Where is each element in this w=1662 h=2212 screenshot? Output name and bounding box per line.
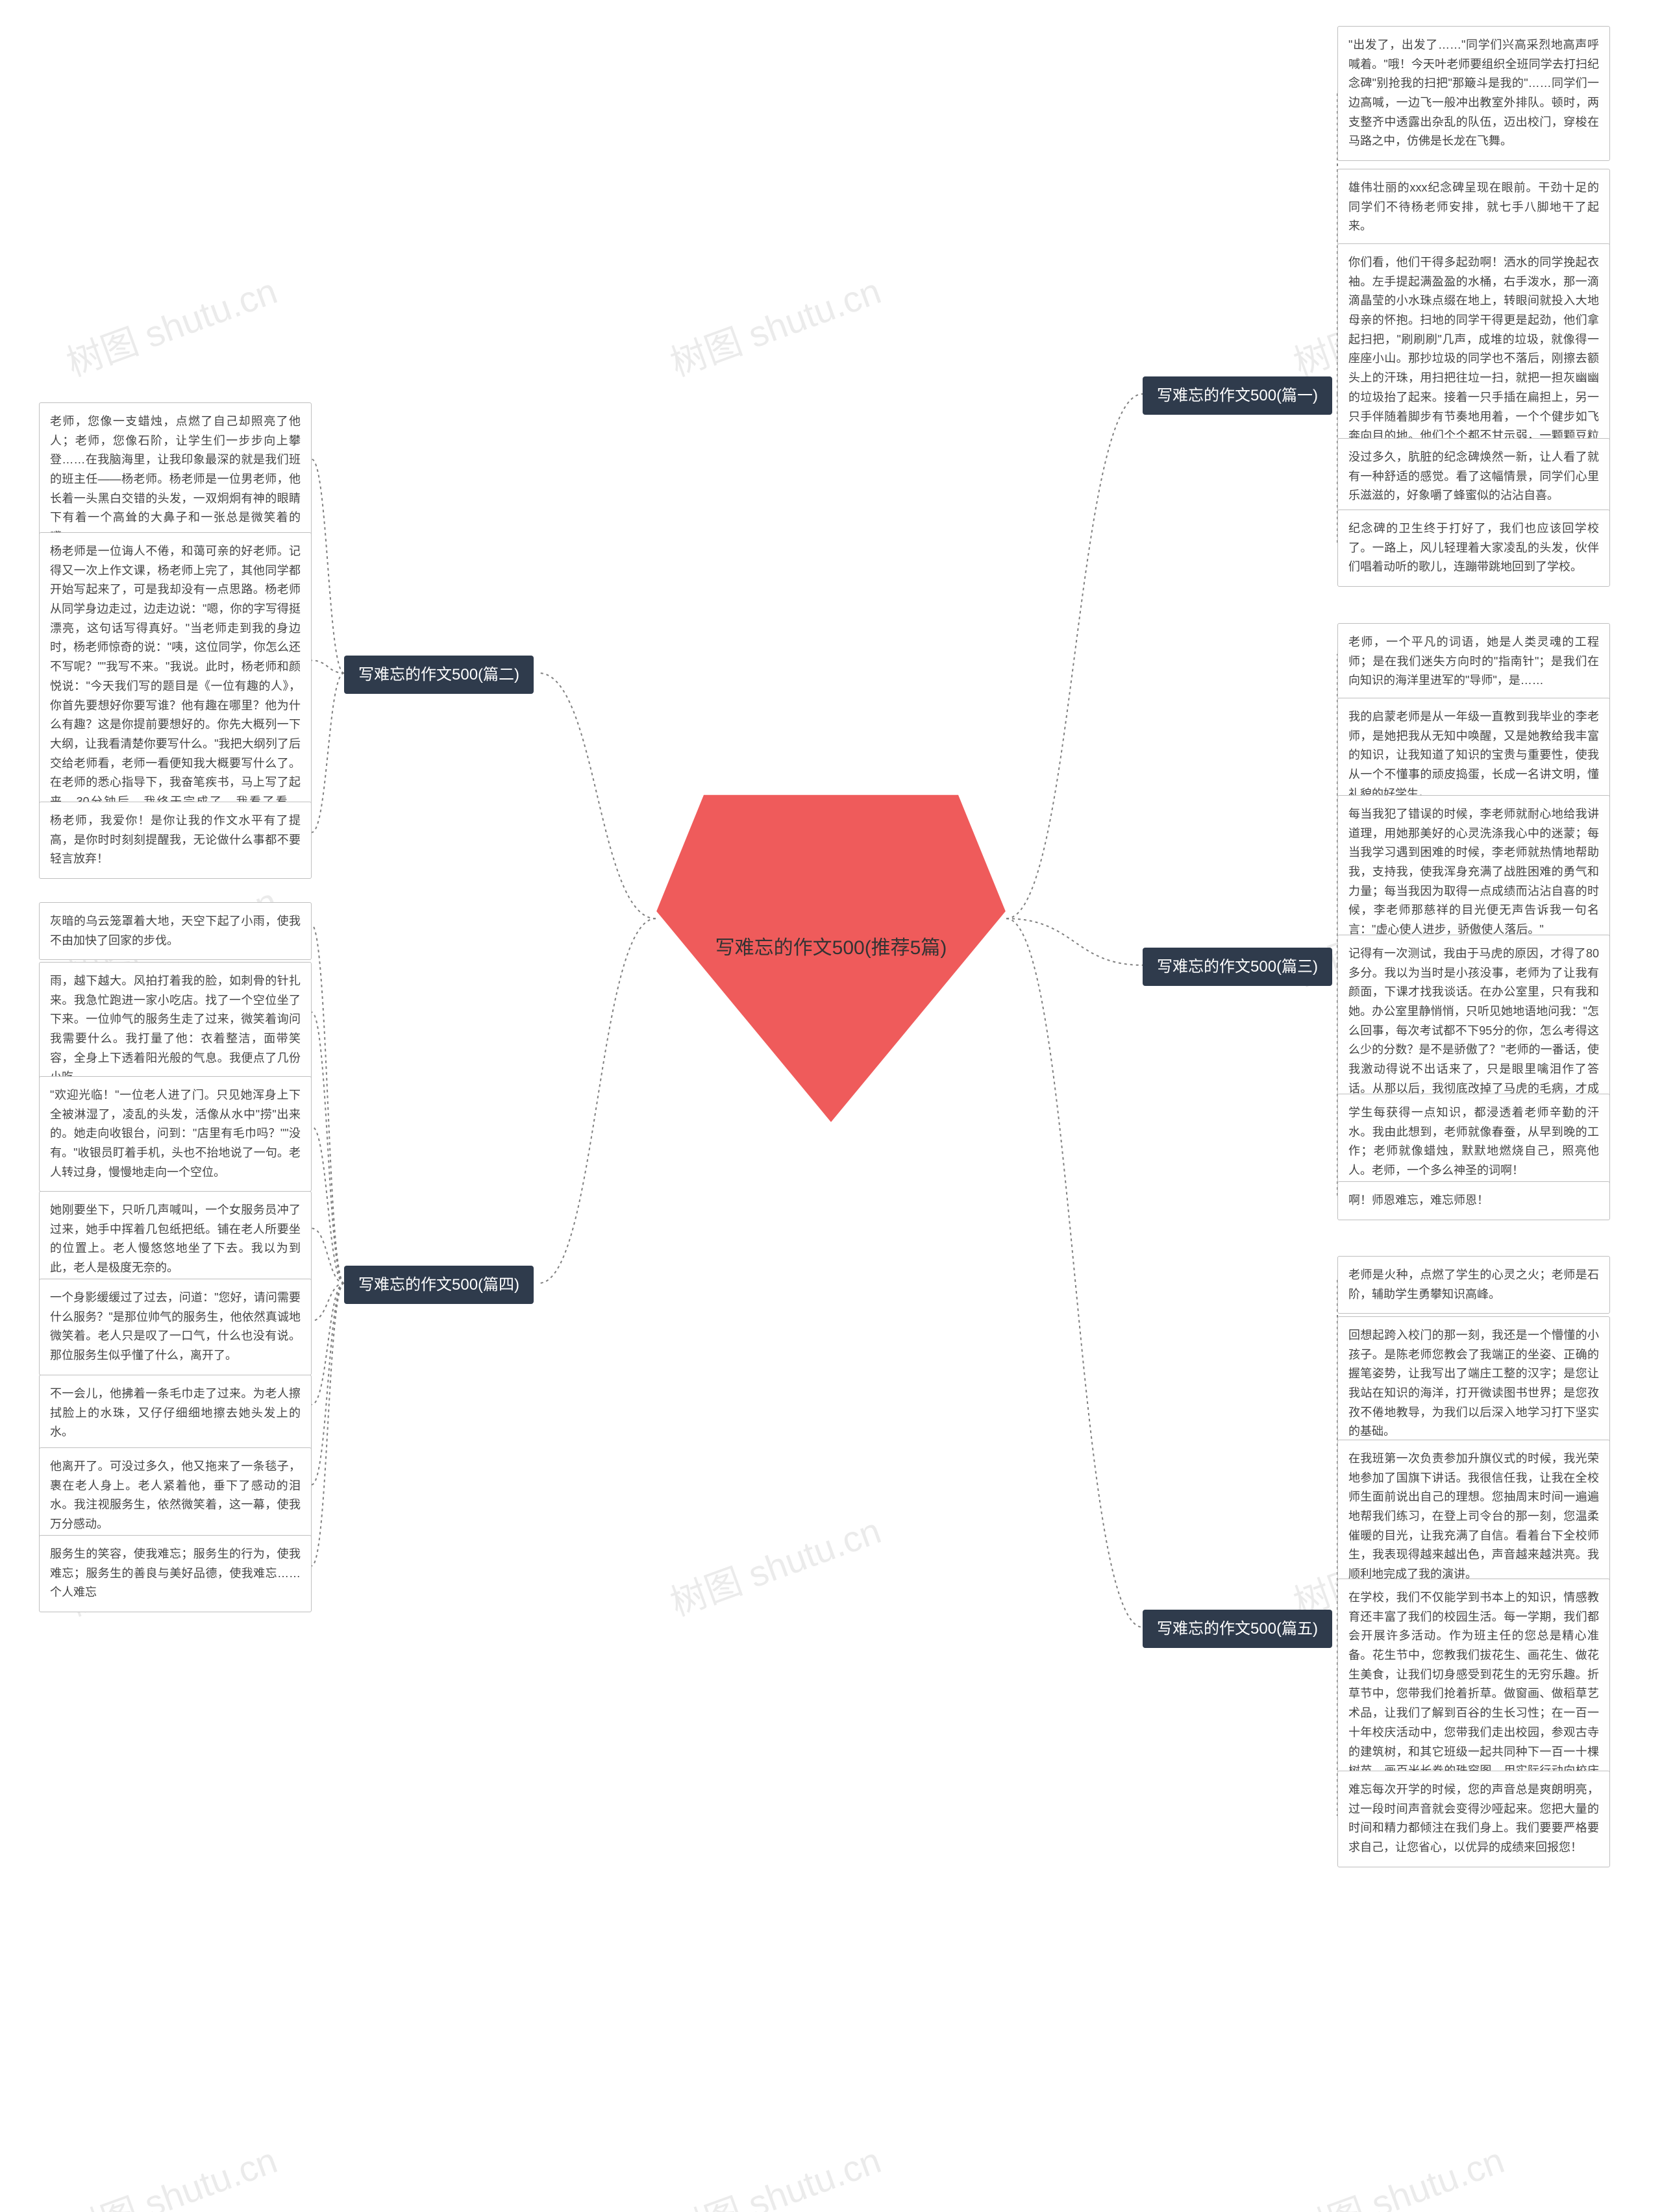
leaf-node: 纪念碑的卫生终于打好了，我们也应该回学校了。一路上，风儿轻理着大家凌乱的头发，伙… xyxy=(1337,510,1610,587)
leaf-node: 啊！师恩难忘，难忘师恩！ xyxy=(1337,1181,1610,1220)
leaf-node: 不一会儿，他拂着一条毛巾走了过来。为老人擦拭脸上的水珠，又仔仔细细地擦去她头发上… xyxy=(39,1375,312,1452)
watermark: 树图 shutu.cn xyxy=(58,2132,284,2212)
leaf-node: 老师，一个平凡的词语，她是人类灵魂的工程师；是在我们迷失方向时的"指南针"；是我… xyxy=(1337,623,1610,700)
connector xyxy=(312,1013,344,1284)
connector xyxy=(312,661,344,674)
leaf-node: 一个身影缓缓过了过去，问道："您好，请问需要什么服务？"是那位帅气的服务生，他依… xyxy=(39,1279,312,1375)
connector xyxy=(312,1283,344,1566)
leaf-node: "出发了，出发了……"同学们兴高采烈地高声呼喊着。"哦！今天叶老师要组织全班同学… xyxy=(1337,26,1610,161)
connector xyxy=(312,460,344,674)
branch-node: 写难忘的作文500(篇三) xyxy=(1143,948,1332,986)
center-title: 写难忘的作文500(推荐5篇) xyxy=(649,766,1013,1129)
connector xyxy=(1006,918,1143,965)
leaf-node: 雄伟壮丽的xxx纪念碑呈现在眼前。干劲十足的同学们不待杨老师安排，就七手八脚地干… xyxy=(1337,169,1610,246)
leaf-node: 她刚要坐下，只听几声喊叫，一个女服务员冲了过来，她手中挥着几包纸把纸。铺在老人所… xyxy=(39,1191,312,1288)
center-node: 写难忘的作文500(推荐5篇) xyxy=(649,766,1013,1129)
leaf-node: 服务生的笑容，使我难忘；服务生的行为，使我难忘；服务生的善良与美好品德，使我难忘… xyxy=(39,1535,312,1612)
connector xyxy=(1006,918,1143,1627)
branch-node: 写难忘的作文500(篇一) xyxy=(1143,376,1332,415)
connector xyxy=(312,1283,344,1485)
leaf-node: 回想起跨入校门的那一刻，我还是一个懵懂的小孩子。是陈老师您教会了我端正的坐姿、正… xyxy=(1337,1316,1610,1451)
connector xyxy=(539,918,656,1283)
connector xyxy=(312,1283,344,1405)
connector xyxy=(312,673,344,833)
leaf-node: 难忘每次开学的时候，您的声音总是爽朗明亮，过一段时间声音就会变得沙哑起来。您把大… xyxy=(1337,1771,1610,1867)
leaf-node: 在我班第一次负责参加升旗仪式的时候，我光荣地参加了国旗下讲话。我很信任我，让我在… xyxy=(1337,1440,1610,1594)
leaf-node: "欢迎光临！"一位老人进了门。只见她浑身上下全被淋湿了，凌乱的头发，活像从水中"… xyxy=(39,1076,312,1192)
leaf-node: 老师是火种，点燃了学生的心灵之火；老师是石阶，辅助学生勇攀知识高峰。 xyxy=(1337,1256,1610,1314)
connector xyxy=(1006,394,1143,918)
leaf-node: 没过多久，肮脏的纪念碑焕然一新，让人看了就有一种舒适的感觉。看了这幅情景，同学们… xyxy=(1337,438,1610,515)
watermark: 树图 shutu.cn xyxy=(1285,2132,1511,2212)
connector xyxy=(539,673,656,918)
branch-node: 写难忘的作文500(篇二) xyxy=(344,656,534,694)
connector xyxy=(312,1127,344,1284)
connector xyxy=(312,1229,344,1284)
leaf-node: 杨老师，我爱你！是你让我的作文水平有了提高，是你时时刻刻提醒我，无论做什么事都不… xyxy=(39,802,312,879)
leaf-node: 每当我犯了错误的时候，李老师就耐心地给我讲道理，用她那美好的心灵洗涤我心中的迷蒙… xyxy=(1337,795,1610,950)
leaf-node: 他离开了。可没过多久，他又拖来了一条毯子，裹在老人身上。老人紧着他，垂下了感动的… xyxy=(39,1447,312,1544)
branch-node: 写难忘的作文500(篇四) xyxy=(344,1266,534,1304)
watermark: 树图 shutu.cn xyxy=(662,1502,887,1627)
leaf-node: 灰暗的乌云笼罩着大地，天空下起了小雨，使我不由加快了回家的步伐。 xyxy=(39,902,312,960)
watermark: 树图 shutu.cn xyxy=(58,262,284,387)
leaf-node: 学生每获得一点知识，都浸透着老师辛勤的汗水。我由此想到，老师就像春蚕，从早到晚的… xyxy=(1337,1094,1610,1190)
connector xyxy=(312,1283,344,1321)
watermark: 树图 shutu.cn xyxy=(662,2132,887,2212)
branch-node: 写难忘的作文500(篇五) xyxy=(1143,1610,1332,1648)
connector xyxy=(312,925,344,1283)
watermark: 树图 shutu.cn xyxy=(662,262,887,387)
